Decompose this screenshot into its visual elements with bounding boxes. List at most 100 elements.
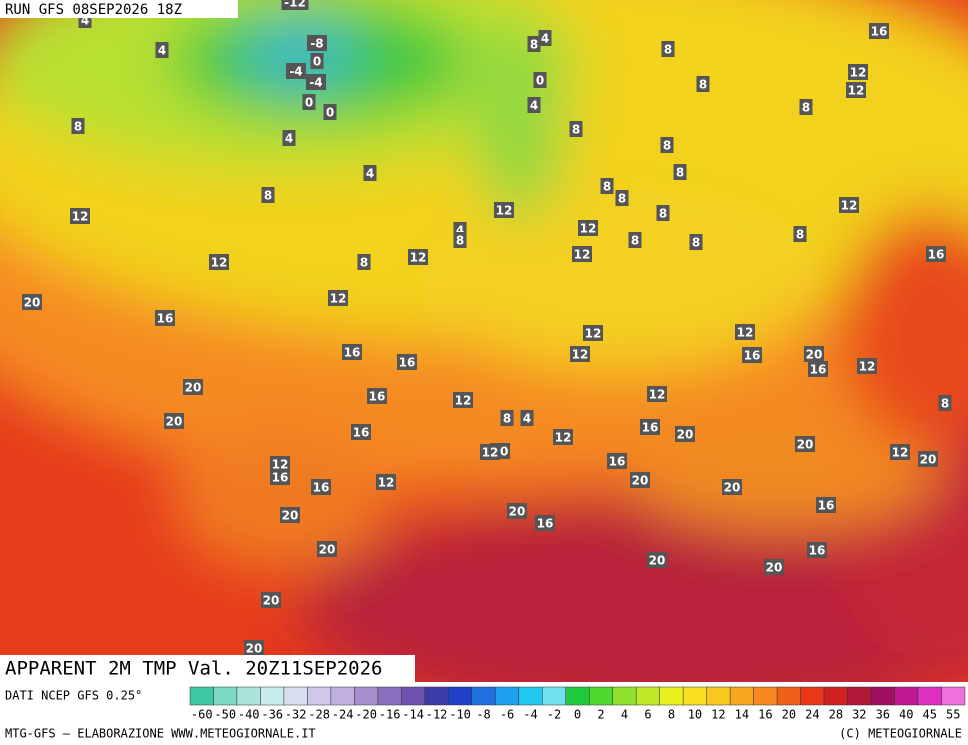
label-text: 16: [272, 471, 289, 485]
colorbar-label: 12: [711, 708, 725, 722]
label-text: 8: [676, 166, 684, 180]
map-label: 12: [647, 386, 667, 402]
label-text: 12: [482, 446, 499, 460]
label-text: 12: [555, 431, 572, 445]
label-text: 12: [649, 388, 666, 402]
label-box: [527, 97, 541, 113]
map-label: 12: [480, 444, 500, 460]
colorbar-swatch: [471, 686, 496, 706]
colorbar-label: -6: [500, 708, 514, 722]
colorbar-label: 45: [923, 708, 937, 722]
header-box: [0, 0, 238, 18]
map-label: 8: [71, 118, 85, 134]
colorbar-label: 24: [805, 708, 819, 722]
label-box: [500, 410, 514, 426]
map-label: 8: [673, 164, 687, 180]
map-label: 12: [70, 208, 90, 224]
colorbar-swatch: [917, 686, 942, 706]
label-box: [846, 82, 866, 98]
map-label: 12: [735, 324, 755, 340]
map-label: 0: [310, 53, 324, 69]
map-label: 8: [453, 232, 467, 248]
map-label: 12: [583, 325, 603, 341]
label-box: [209, 254, 229, 270]
label-text: 8: [796, 228, 804, 242]
map-label: 4: [520, 410, 534, 426]
label-box: [328, 290, 348, 306]
map-label: 12: [453, 392, 473, 408]
colorbar-swatch: [565, 686, 590, 706]
label-text: 16: [537, 517, 554, 531]
label-text: 16: [642, 421, 659, 435]
map-label: 8: [569, 121, 583, 137]
label-text: 16: [871, 25, 888, 39]
label-text: 8: [699, 78, 707, 92]
label-box: [306, 74, 326, 90]
label-box: [807, 542, 827, 558]
copyright: (C) METEOGIORNALE: [839, 727, 962, 741]
label-text: 12: [378, 476, 395, 490]
label-box: [280, 507, 300, 523]
label-box: [494, 202, 514, 218]
label-box: [647, 386, 667, 402]
label-box: [323, 104, 337, 120]
label-box: [816, 497, 836, 513]
label-box: [533, 72, 547, 88]
map-label: 12: [376, 474, 396, 490]
label-text: 8: [603, 180, 611, 194]
colorbar-swatch: [706, 686, 731, 706]
colorbar-label: -16: [379, 708, 401, 722]
map-label: 4: [363, 165, 377, 181]
label-box: [583, 325, 603, 341]
colorbar-swatch: [424, 686, 449, 706]
map-label: 20: [183, 379, 203, 395]
label-box: [261, 187, 275, 203]
colorbar-swatch: [189, 686, 214, 706]
label-text: 16: [744, 349, 761, 363]
colorbar-swatch: [354, 686, 379, 706]
label-text: 16: [928, 248, 945, 262]
label-box: [857, 358, 877, 374]
map-label: 16: [926, 246, 946, 262]
colorbar-label: -32: [285, 708, 307, 722]
colorbar-swatch: [612, 686, 637, 706]
label-box: [70, 208, 90, 224]
label-box: [480, 444, 500, 460]
label-text: 16: [369, 390, 386, 404]
label-box: [281, 0, 309, 10]
colorbar-label: -10: [449, 708, 471, 722]
colorbar-swatch: [753, 686, 778, 706]
label-box: [722, 479, 742, 495]
map-label: 8: [660, 137, 674, 153]
label-text: 12: [737, 326, 754, 340]
label-box: [317, 541, 337, 557]
map-label: 12: [553, 429, 573, 445]
map-label: 8: [527, 36, 541, 52]
map-label: 12: [494, 202, 514, 218]
colorbar-label: -40: [238, 708, 260, 722]
label-text: -4: [309, 76, 322, 90]
label-text: 20: [319, 543, 336, 557]
label-text: -4: [289, 65, 302, 79]
label-text: 20: [282, 509, 299, 523]
label-text: 12: [496, 204, 513, 218]
label-box: [183, 379, 203, 395]
colorbar-label: -36: [261, 708, 283, 722]
label-box: [351, 424, 371, 440]
colorbar-label: -12: [426, 708, 448, 722]
map-label: 16: [869, 23, 889, 39]
label-text: 12: [410, 251, 427, 265]
label-box: [640, 419, 660, 435]
label-box: [696, 76, 710, 92]
map-label: 8: [357, 254, 371, 270]
label-box: [869, 23, 889, 39]
colorbar-label: 6: [644, 708, 651, 722]
label-box: [926, 246, 946, 262]
colorbar-label: 55: [946, 708, 960, 722]
colorbar-swatch: [823, 686, 848, 706]
label-text: 4: [158, 44, 166, 58]
map-label: 12: [570, 346, 590, 362]
map-label: 16: [535, 515, 555, 531]
map-label: -8: [307, 35, 327, 51]
colorbar-label: 0: [574, 708, 581, 722]
